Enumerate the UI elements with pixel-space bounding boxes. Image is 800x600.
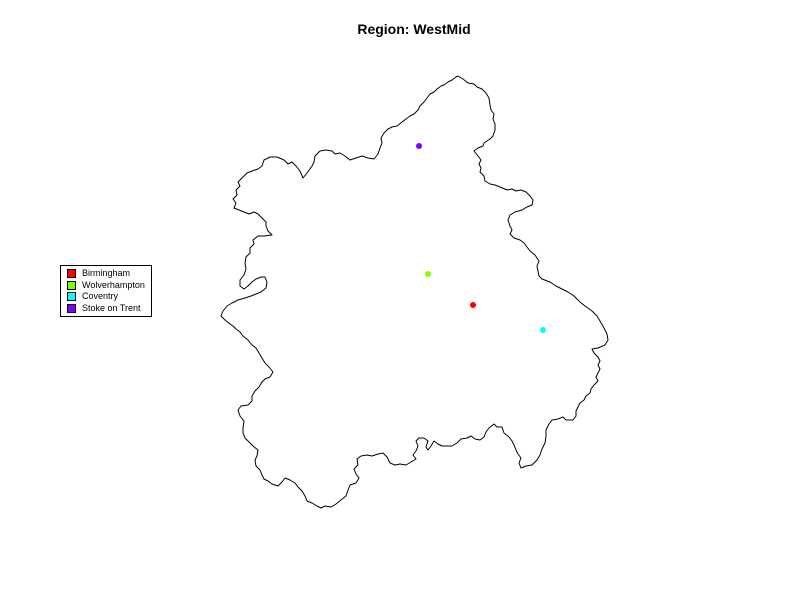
- legend-label: Coventry: [82, 291, 119, 302]
- legend-swatch: [67, 292, 76, 302]
- legend: Birmingham Wolverhampton Coventry Stoke …: [60, 265, 152, 317]
- legend-swatch: [67, 280, 76, 290]
- region-boundary: [220, 75, 609, 509]
- legend-item-birmingham: Birmingham: [61, 268, 151, 280]
- legend-label: Birmingham: [82, 268, 131, 279]
- map-title: Region: WestMid: [357, 21, 471, 37]
- city-point-coventry: [540, 327, 546, 333]
- legend-item-stoke-on-trent: Stoke on Trent: [61, 303, 151, 315]
- legend-label: Wolverhampton: [82, 279, 145, 290]
- city-point-stoke-on-trent: [416, 143, 422, 149]
- city-point-wolverhampton: [425, 271, 431, 277]
- legend-item-coventry: Coventry: [61, 291, 151, 303]
- legend-swatch: [67, 303, 76, 313]
- city-point-birmingham: [470, 302, 476, 308]
- legend-item-wolverhampton: Wolverhampton: [61, 280, 151, 292]
- legend-swatch: [67, 269, 76, 279]
- legend-label: Stoke on Trent: [82, 302, 141, 313]
- city-points: [416, 143, 546, 333]
